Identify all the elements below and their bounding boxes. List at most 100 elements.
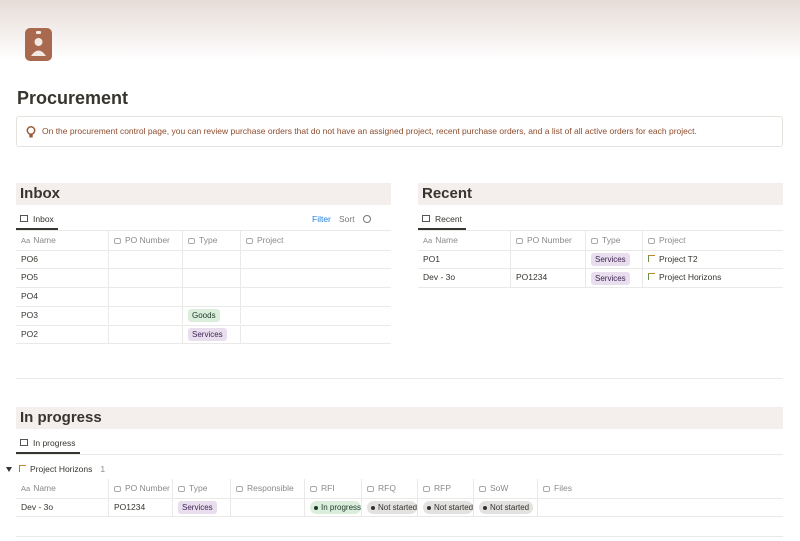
column-header: RFI <box>304 479 361 498</box>
project-icon <box>19 465 26 472</box>
table-cell <box>510 249 585 269</box>
table-cell <box>108 305 182 325</box>
column-header: PO Number <box>510 231 585 250</box>
column-label: Type <box>199 235 218 245</box>
group-name: Project Horizons <box>30 464 93 474</box>
section-heading: In progress <box>16 407 783 429</box>
table-cell <box>108 249 182 269</box>
column-label: Project <box>659 235 686 245</box>
column-header: Type <box>182 231 240 250</box>
column-label: Name <box>33 235 56 245</box>
tag-label: Not started <box>490 502 530 512</box>
row-line <box>16 516 783 518</box>
tab-underline <box>418 230 783 231</box>
table-cell: Dev - 3o <box>16 498 108 517</box>
cell-text: PO3 <box>21 309 39 320</box>
row-line <box>16 343 391 345</box>
table-cell: PO6 <box>16 250 108 269</box>
column-label: Name <box>33 483 56 493</box>
tab-icon <box>422 215 430 222</box>
column-header: Type <box>172 479 230 498</box>
table-cell <box>537 497 783 517</box>
column-icon <box>114 237 121 244</box>
view-tab[interactable]: Inbox <box>16 210 58 230</box>
column-label: Type <box>189 483 208 493</box>
table-cell <box>182 249 240 269</box>
group-header[interactable]: Project Horizons 1 <box>6 463 105 475</box>
status-dot <box>483 505 487 510</box>
row-line <box>418 249 783 251</box>
page-icon <box>25 28 52 61</box>
status-tag: Not started <box>479 500 534 514</box>
column-icon: Aa <box>423 236 433 245</box>
sort-button[interactable]: Sort <box>339 214 355 224</box>
table-cell: Not started <box>361 497 417 517</box>
column-header: PO Number <box>108 231 182 250</box>
view-tab[interactable]: In progress <box>16 434 80 454</box>
row-line <box>16 268 391 270</box>
table-cell: Services <box>585 249 642 269</box>
column-label: PO Number <box>527 235 572 245</box>
table-cell: PO1234 <box>108 497 172 517</box>
status-dot <box>314 505 318 510</box>
column-icon <box>648 237 655 244</box>
table-cell: Not started <box>417 497 473 517</box>
callout: On the procurement control page, you can… <box>16 116 783 147</box>
column-label: PO Number <box>125 483 170 493</box>
filter-button[interactable]: Filter <box>312 214 331 224</box>
callout-text: On the procurement control page, you can… <box>42 126 697 136</box>
tag-label: Services <box>595 273 626 283</box>
cell-text: Dev - 3o <box>21 501 54 512</box>
cell-text: PO1 <box>423 253 441 264</box>
tab-label: Recent <box>435 214 462 224</box>
type-tag: Goods <box>188 309 220 323</box>
table-cell: Services <box>585 268 642 288</box>
status-dot <box>371 505 375 510</box>
column-label: RFI <box>321 483 335 493</box>
table-cell: Services <box>172 497 230 517</box>
column-icon <box>423 485 430 492</box>
project-link[interactable]: Project Horizons <box>659 272 722 283</box>
column-label: Name <box>435 235 458 245</box>
column-icon <box>236 485 243 492</box>
column-icon <box>114 485 121 492</box>
column-header: Project <box>240 231 391 250</box>
cell-text: PO5 <box>21 272 39 283</box>
cell-text: Dev - 3o <box>423 272 456 283</box>
table-cell <box>240 305 391 325</box>
section-heading: Inbox <box>16 183 391 205</box>
table-cell: PO2 <box>16 325 108 344</box>
project-icon <box>648 273 655 281</box>
view-tab[interactable]: Recent <box>418 210 466 230</box>
table-cell <box>182 268 240 288</box>
tag-label: Not started <box>434 502 473 512</box>
search-icon[interactable] <box>363 215 371 223</box>
table-cell: PO1 <box>418 250 510 269</box>
tab-icon <box>20 215 28 222</box>
column-icon <box>367 485 374 492</box>
status-tag: Not started <box>367 500 417 514</box>
tab-label: In progress <box>33 438 76 448</box>
table-cell: PO5 <box>16 268 108 287</box>
row-line <box>16 324 391 326</box>
column-icon <box>479 485 486 492</box>
column-header: PO Number <box>108 479 172 498</box>
divider <box>16 536 783 537</box>
cell-text: PO1234 <box>114 501 146 512</box>
type-tag: Services <box>178 500 217 514</box>
table-cell: Project Horizons <box>642 268 783 288</box>
callout-icon <box>26 126 36 138</box>
tab-underline <box>16 230 391 231</box>
column-icon: Aa <box>21 236 31 245</box>
table-cell <box>182 287 240 306</box>
row-line <box>16 497 783 499</box>
table-cell <box>240 249 391 269</box>
tag-label: Services <box>192 329 223 339</box>
project-link[interactable]: Project T2 <box>659 253 698 264</box>
group-toggle <box>6 467 12 473</box>
column-header: SoW <box>473 479 537 498</box>
column-label: SoW <box>490 483 509 493</box>
column-header: Aa Name <box>16 231 108 250</box>
type-tag: Services <box>188 327 227 341</box>
row-line <box>418 268 783 270</box>
